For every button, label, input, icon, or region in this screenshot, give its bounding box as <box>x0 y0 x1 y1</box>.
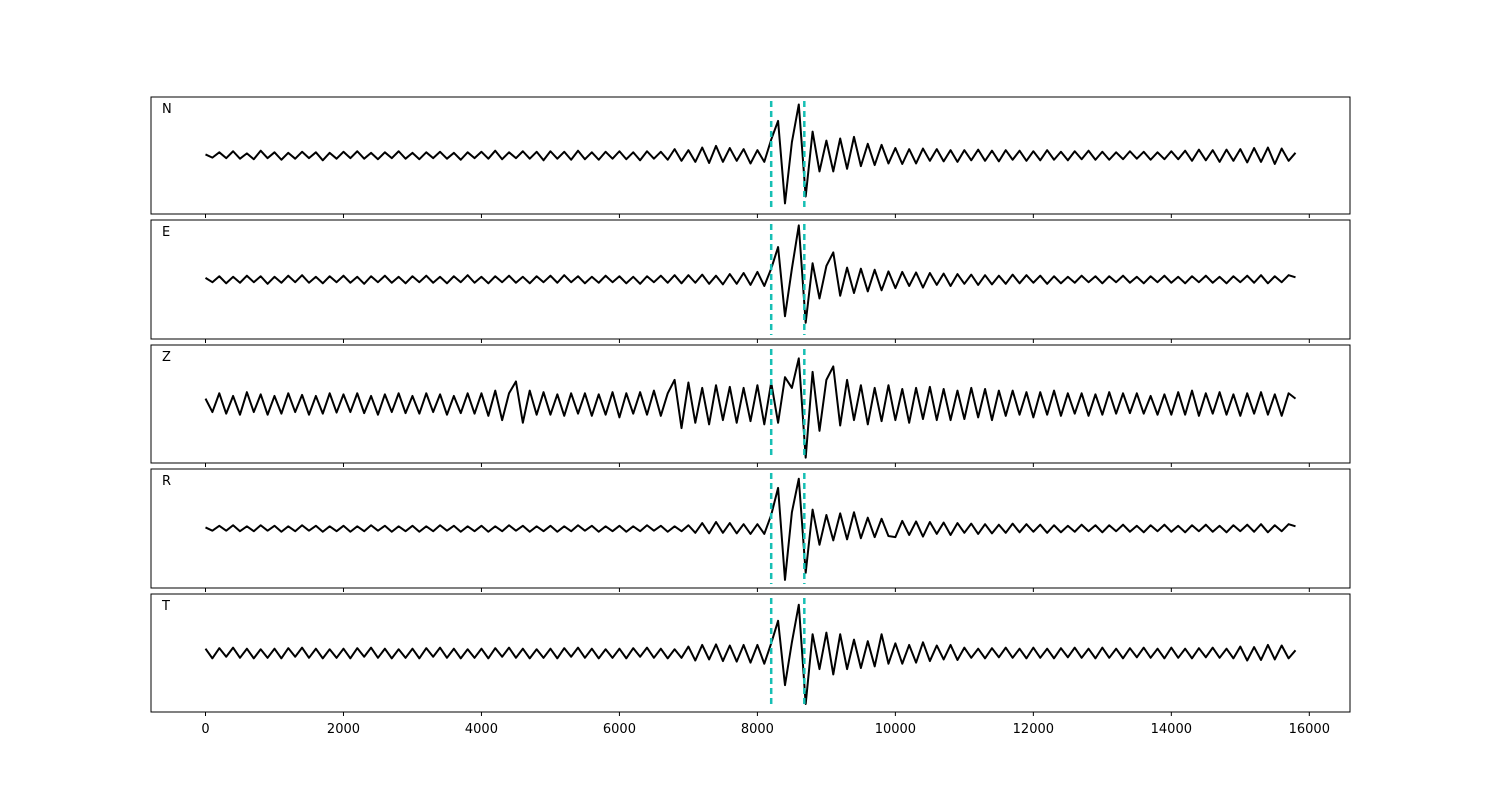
panel-label: N <box>162 102 172 117</box>
x-tick-label: 12000 <box>1013 722 1054 737</box>
trace <box>205 103 1297 205</box>
x-tick-label: 16000 <box>1289 722 1330 737</box>
panel-frame <box>150 593 1351 713</box>
x-tick-label: 6000 <box>603 722 636 737</box>
panel-label: R <box>162 474 171 489</box>
x-tick-label: 10000 <box>875 722 916 737</box>
trace <box>204 357 1297 459</box>
trace <box>205 477 1296 581</box>
panel-frame <box>150 468 1351 589</box>
panel-frame <box>150 219 1351 340</box>
panel-label: Z <box>162 350 171 365</box>
panel-frame <box>150 344 1351 464</box>
panel-frame <box>150 96 1351 215</box>
x-tick-label: 4000 <box>465 722 498 737</box>
panel-label: T <box>161 599 170 614</box>
x-tick-label: 0 <box>201 722 209 737</box>
trace <box>204 224 1296 324</box>
panel-label: E <box>162 225 170 240</box>
x-tick-label: 2000 <box>327 722 360 737</box>
x-tick-label: 8000 <box>741 722 774 737</box>
x-tick-label: 14000 <box>1151 722 1192 737</box>
trace <box>204 603 1297 705</box>
